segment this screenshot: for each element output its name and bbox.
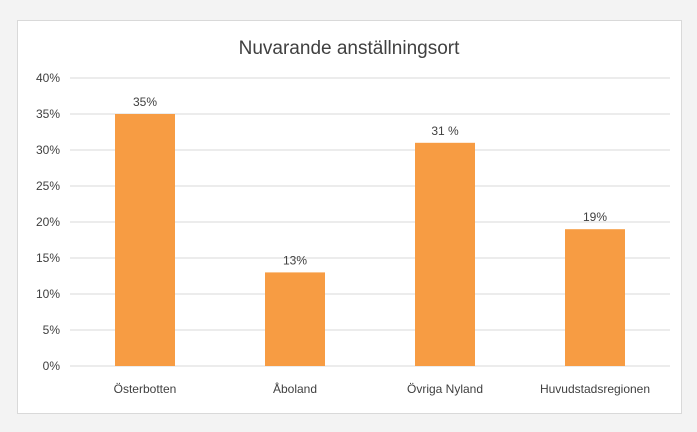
y-tick-label: 15% — [36, 251, 60, 265]
y-axis-ticks: 0% 5% 10% 15% 20% 25% 30% 35% 40% — [36, 71, 60, 373]
category-label: Österbotten — [114, 382, 177, 396]
y-tick-label: 20% — [36, 215, 60, 229]
x-axis-categories: Österbotten Åboland Övriga Nyland Huvudstad… — [114, 381, 650, 396]
y-tick-label: 0% — [43, 359, 61, 373]
chart-title: Nuvarande anställningsort — [239, 38, 460, 59]
bar — [415, 142, 475, 366]
category-label: Åboland — [273, 381, 317, 396]
bar — [115, 114, 175, 366]
category-label: Huvudstadsregionen — [540, 382, 650, 396]
data-label: 31 % — [431, 124, 459, 138]
data-label: 19% — [583, 210, 607, 224]
data-labels: 35% 13% 31 % 19% — [133, 95, 607, 267]
data-label: 35% — [133, 95, 157, 109]
bar — [565, 229, 625, 366]
bar — [265, 272, 325, 366]
y-tick-label: 25% — [36, 179, 60, 193]
bars — [115, 114, 625, 366]
y-tick-label: 10% — [36, 287, 60, 301]
data-label: 13% — [283, 253, 307, 267]
y-tick-label: 5% — [43, 323, 61, 337]
y-tick-label: 35% — [36, 107, 60, 121]
category-label: Övriga Nyland — [407, 382, 483, 396]
y-tick-label: 30% — [36, 143, 60, 157]
y-tick-label: 40% — [36, 71, 60, 85]
